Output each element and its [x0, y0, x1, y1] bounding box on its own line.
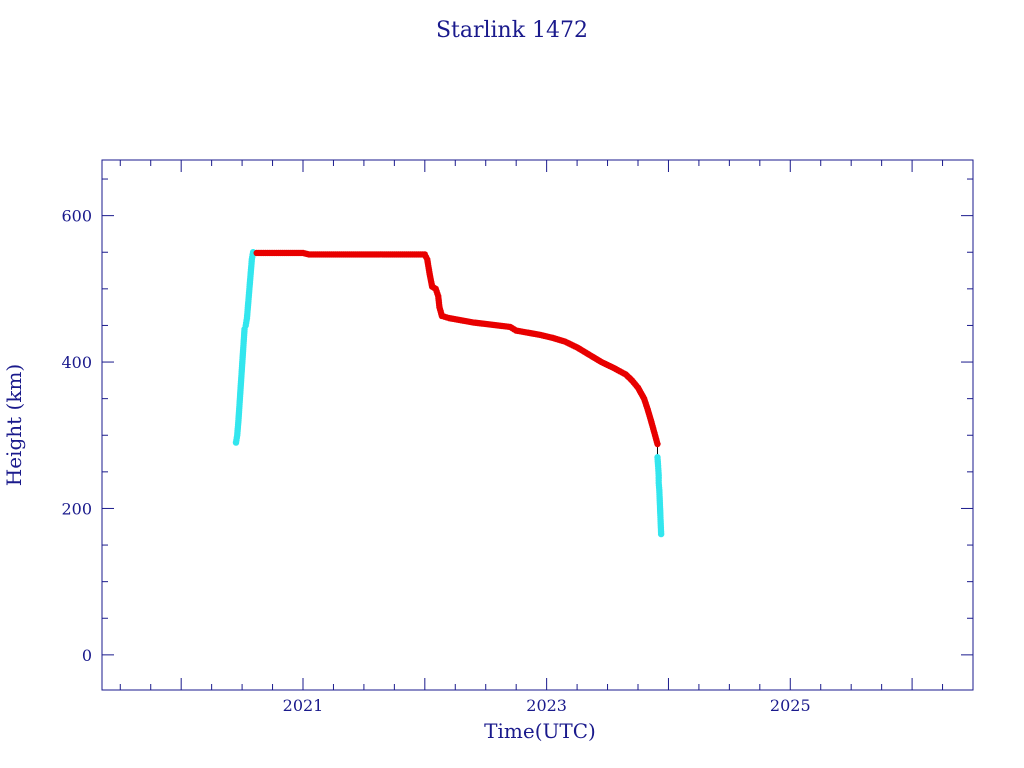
y-axis-label: Height (km) — [2, 364, 26, 486]
y-tick-label: 600 — [61, 207, 92, 226]
x-tick-label: 2023 — [526, 696, 567, 715]
chart-title: Starlink 1472 — [436, 18, 588, 43]
y-axis: 0 200 400 600 — [61, 178, 973, 665]
trajectory-line — [235, 251, 662, 535]
x-axis-label: Time(UTC) — [484, 719, 596, 743]
data-point — [654, 440, 661, 448]
series-1 — [253, 249, 661, 448]
y-tick-label: 200 — [61, 499, 92, 518]
plot-frame — [101, 159, 974, 691]
x-tick-label: 2021 — [283, 696, 324, 715]
x-axis: 2021 2023 2025 — [119, 160, 974, 715]
data-point — [657, 530, 665, 538]
series-0 — [232, 249, 257, 446]
y-tick-label: 400 — [61, 353, 92, 372]
series-layer — [232, 249, 665, 538]
y-tick-label: 0 — [82, 646, 92, 665]
x-tick-label: 2025 — [770, 696, 811, 715]
series-2 — [654, 454, 665, 538]
